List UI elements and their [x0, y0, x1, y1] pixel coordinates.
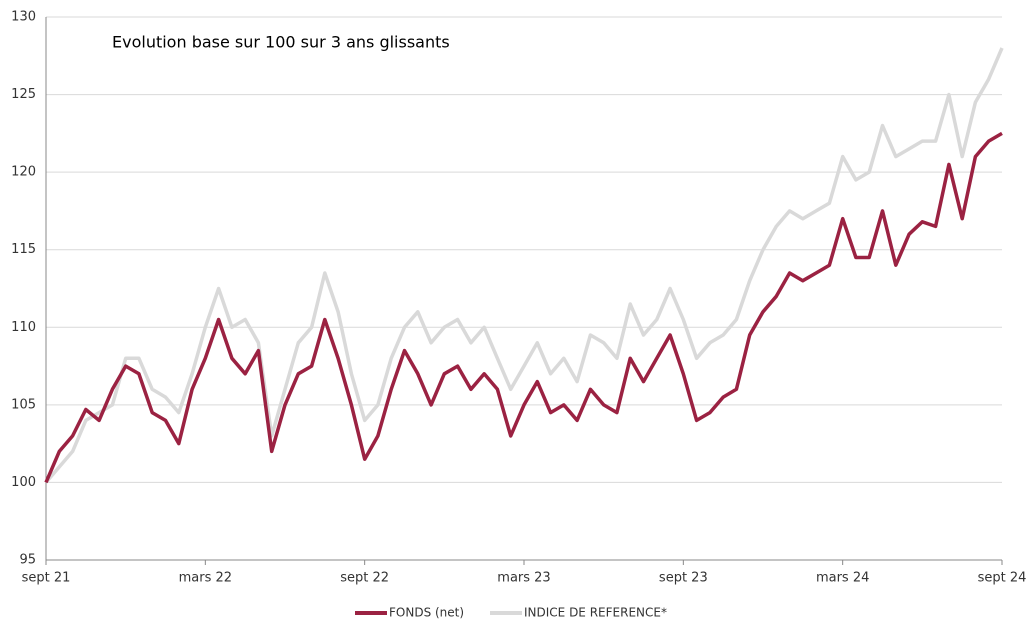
- x-tick-label: mars 23: [497, 571, 550, 586]
- y-tick-label: 110: [11, 320, 36, 335]
- chart-title: Evolution base sur 100 sur 3 ans glissan…: [112, 33, 450, 52]
- y-tick-label: 130: [11, 10, 36, 25]
- x-tick-label: mars 24: [816, 571, 869, 586]
- x-tick-label: sept 21: [22, 571, 71, 586]
- legend-label: FONDS (net): [389, 606, 464, 620]
- series-line: [44, 131, 1003, 484]
- legend-item: INDICE DE REFERENCE*: [490, 606, 667, 620]
- y-tick-label: 105: [11, 397, 36, 412]
- y-tick-label: 125: [11, 87, 36, 102]
- legend-label: INDICE DE REFERENCE*: [524, 606, 667, 620]
- y-tick-label: 115: [11, 242, 36, 257]
- x-tick-label: sept 23: [659, 571, 708, 586]
- x-tick-label: mars 22: [179, 571, 232, 586]
- x-tick-label: sept 24: [978, 571, 1027, 586]
- series-line: [44, 47, 1004, 484]
- y-tick-label: 95: [19, 553, 36, 568]
- y-tick-label: 100: [11, 475, 36, 490]
- y-tick-label: 120: [11, 165, 36, 180]
- legend-item: FONDS (net): [355, 606, 464, 620]
- x-tick-label: sept 22: [340, 571, 389, 586]
